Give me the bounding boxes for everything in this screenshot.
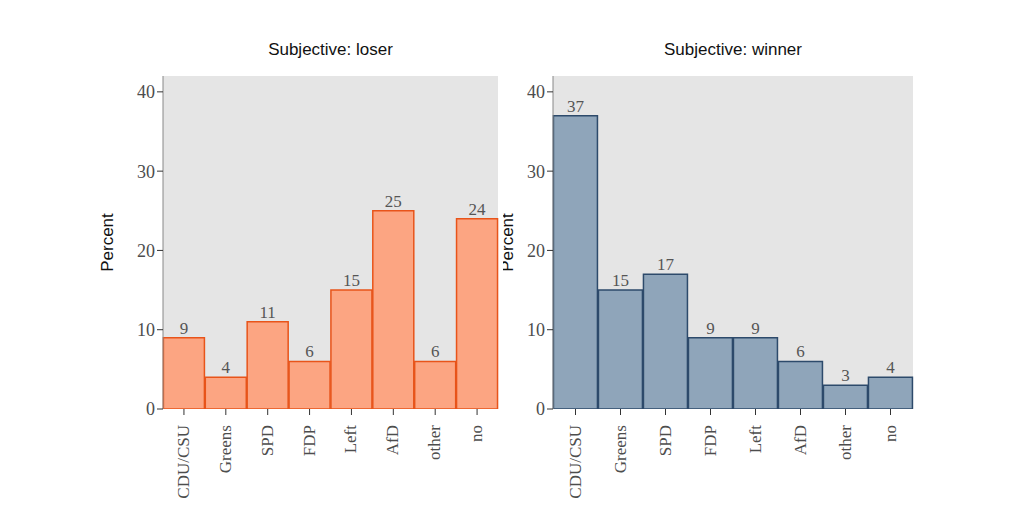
svg-text:6: 6 (305, 342, 314, 361)
svg-text:4: 4 (886, 358, 895, 377)
svg-text:30: 30 (137, 162, 155, 182)
svg-text:Left: Left (746, 425, 765, 454)
svg-text:15: 15 (612, 271, 629, 290)
svg-text:0: 0 (536, 399, 545, 419)
svg-text:FDP: FDP (701, 425, 720, 456)
svg-text:CDU/CSU: CDU/CSU (174, 425, 193, 499)
svg-text:25: 25 (385, 192, 402, 211)
svg-text:FDP: FDP (300, 425, 319, 456)
svg-text:9: 9 (180, 319, 189, 338)
svg-text:9: 9 (751, 319, 760, 338)
svg-text:40: 40 (527, 82, 545, 102)
svg-text:Percent: Percent (503, 213, 517, 272)
svg-text:4: 4 (222, 358, 231, 377)
svg-text:Left: Left (341, 425, 360, 454)
svg-text:no: no (467, 425, 486, 442)
html-text:Subjective: winner: Subjective: winner (664, 40, 802, 59)
svg-text:no: no (881, 425, 900, 442)
svg-text:30: 30 (527, 162, 545, 182)
svg-text:24: 24 (469, 200, 487, 219)
svg-text:Greens: Greens (611, 425, 630, 473)
svg-text:17: 17 (657, 255, 675, 274)
svg-text:other: other (425, 425, 444, 460)
svg-text:SPD: SPD (258, 425, 277, 456)
svg-text:9: 9 (706, 319, 715, 338)
svg-text:other: other (836, 425, 855, 460)
svg-text:11: 11 (259, 303, 275, 322)
svg-text:3: 3 (841, 366, 850, 385)
svg-text:37: 37 (567, 97, 585, 116)
svg-text:10: 10 (527, 320, 545, 340)
svg-text:10: 10 (137, 320, 155, 340)
svg-text:6: 6 (796, 342, 805, 361)
svg-text:AfD: AfD (383, 425, 402, 455)
svg-text:40: 40 (137, 82, 155, 102)
svg-text:20: 20 (137, 241, 155, 261)
svg-text:6: 6 (431, 342, 440, 361)
svg-text:CDU/CSU: CDU/CSU (566, 425, 585, 499)
svg-text:Greens: Greens (216, 425, 235, 473)
svg-text:SPD: SPD (656, 425, 675, 456)
svg-text:AfD: AfD (791, 425, 810, 455)
svg-text:Percent: Percent (98, 213, 117, 272)
html-text:Subjective: loser: Subjective: loser (268, 40, 393, 59)
svg-text:15: 15 (343, 271, 360, 290)
svg-text:0: 0 (146, 399, 155, 419)
svg-text:20: 20 (527, 241, 545, 261)
